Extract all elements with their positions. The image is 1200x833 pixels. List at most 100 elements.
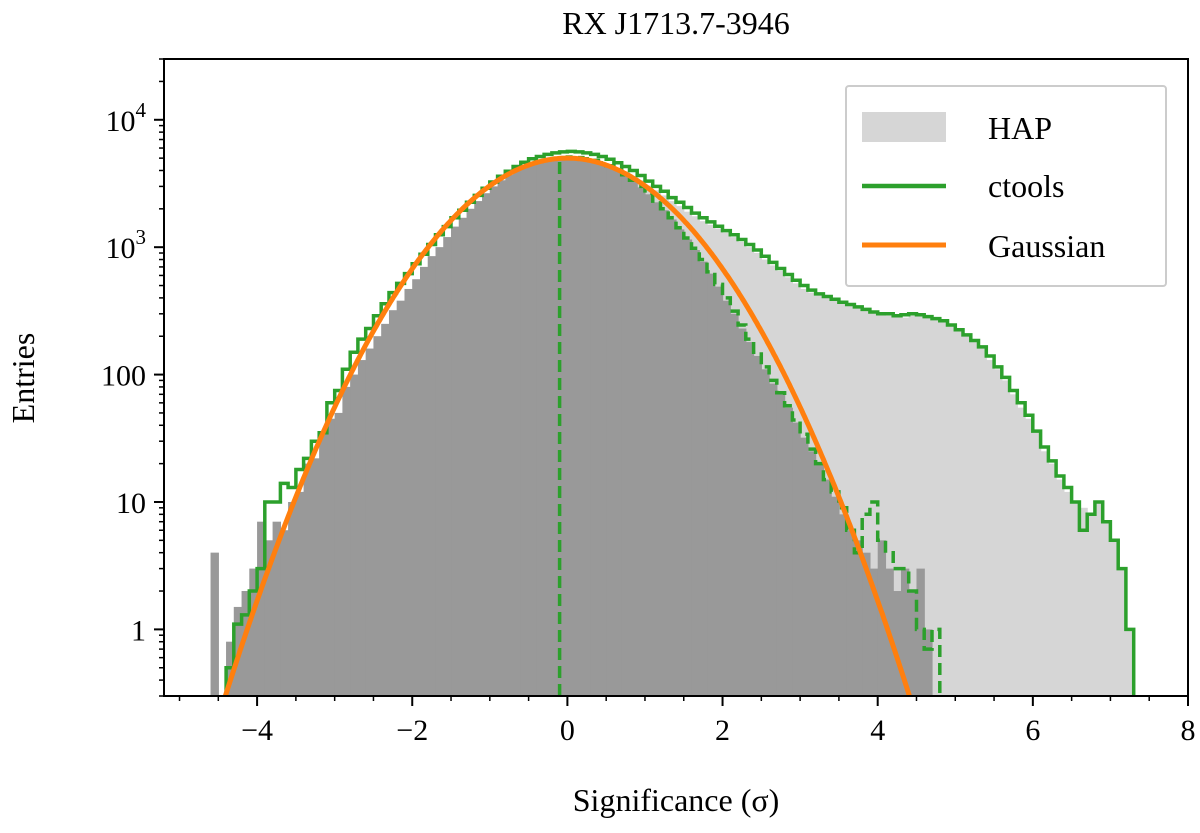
x-tick-label: −2 (396, 714, 428, 747)
hap-bkg-bar-21 (373, 336, 382, 696)
hap-bkg-bar-65 (714, 286, 724, 696)
x-axis: −4 −2 0 2 4 6 8 (178, 696, 1196, 747)
hap-bkg-bar-60 (676, 229, 685, 696)
hap-bkg-bar-85 (869, 568, 879, 696)
hap-bkg-bar-73 (776, 394, 786, 696)
hap-all-bar-84 (862, 310, 871, 696)
hap-all-bar-93 (932, 319, 941, 696)
hap-bkg-bar-59 (668, 219, 677, 696)
x-tick-label: −4 (241, 714, 273, 747)
hap-all-bar-116 (1110, 540, 1119, 696)
hap-bkg-bar-8 (272, 521, 281, 696)
x-axis-label: Significance (σ) (573, 782, 780, 818)
hap-all-bar-115 (1102, 521, 1112, 696)
hap-all-bar-106 (1032, 432, 1042, 696)
hap-bkg-bar-30 (443, 237, 452, 696)
hap-all-bar-96 (955, 330, 964, 696)
hap-bkg-bar-71 (761, 369, 770, 696)
hap-all-bar-103 (1009, 394, 1018, 696)
x-tick-label: 6 (1025, 714, 1040, 747)
hap-bkg-bar-11 (295, 491, 305, 696)
hap-bkg-bar-67 (730, 313, 739, 696)
hap-bkg-bar-40 (520, 165, 530, 696)
hap-bkg-bar-15 (326, 418, 336, 696)
hap-bkg-bar-37 (497, 180, 506, 696)
hap-all-bar-108 (1048, 463, 1057, 696)
hap-bkg-bar-6 (257, 521, 266, 696)
hap-bkg-bar-34 (474, 201, 483, 696)
hap-bkg-bar-45 (559, 157, 568, 696)
y-tick-label: 100 (101, 360, 146, 393)
hap-bkg-bar-55 (637, 187, 646, 696)
y-axis-label: Entries (5, 333, 41, 424)
hap-all-bar-102 (1001, 380, 1011, 696)
hap-bkg-bar-44 (551, 157, 561, 696)
hap-all-bar-83 (854, 306, 863, 696)
hap-bkg-bar-88 (893, 591, 902, 696)
hap-all-bar-91 (916, 315, 925, 696)
hap-bkg-bar-83 (854, 540, 863, 696)
legend-label-hap: HAP (988, 110, 1052, 146)
hap-all-bar-95 (947, 326, 956, 696)
hap-bkg-bar-32 (458, 217, 468, 696)
hap-bkg-bar-16 (334, 412, 344, 696)
hap-bkg-bar-27 (420, 266, 429, 696)
hap-all-bar-111 (1071, 501, 1080, 696)
legend: HAP ctools Gaussian (845, 85, 1167, 287)
hap-bkg-bar-78 (815, 463, 824, 696)
hap-bkg-bar-22 (381, 323, 390, 696)
hap-bkg-bar-36 (489, 186, 499, 696)
hap-all-bar-90 (908, 315, 918, 696)
hap-all-bar-114 (1094, 501, 1104, 696)
hap-all-bar-112 (1079, 507, 1088, 696)
hap-bkg-bar-76 (800, 437, 809, 696)
hap-bkg-bar-29 (435, 247, 444, 696)
hap-bkg-bar-18 (350, 374, 359, 696)
hap-bkg-bar-81 (838, 514, 848, 696)
hap-bkg-bar-17 (342, 386, 351, 696)
hap-bkg-bar-25 (404, 288, 413, 696)
hap-bkg-bar-35 (482, 193, 491, 696)
hap-bkg-bar-66 (722, 300, 731, 696)
hap-bkg-bar-48 (582, 158, 592, 696)
hap-bkg-bar-31 (451, 226, 460, 696)
hap-bkg-bar-68 (738, 328, 747, 696)
hap-bkg-bar-39 (513, 169, 522, 696)
hap-all-bar-86 (877, 313, 887, 696)
hap-all-bar-104 (1017, 407, 1026, 696)
hap-all-bar-99 (978, 348, 987, 696)
hap-bkg-bar-19 (357, 360, 367, 696)
hap-bkg-bar-12 (303, 463, 312, 696)
x-tick-label: 4 (870, 714, 885, 747)
hap-bkg-bar-79 (823, 479, 832, 696)
y-axis: 1 10 100 103 104 (101, 58, 164, 697)
hap-bkg-bar-57 (652, 202, 662, 696)
plot-area (163, 58, 1189, 697)
hap-all-bar-100 (986, 360, 995, 696)
hap-all-bar-118 (1125, 629, 1135, 696)
hap-all-bar-117 (1118, 568, 1127, 696)
hap-bkg-bar-82 (846, 530, 856, 696)
hap-bkg-bar-42 (536, 160, 545, 696)
hap-bkg-bar-74 (784, 407, 793, 696)
hap-bkg-bar-4 (241, 591, 250, 696)
hap-all-bar-98 (970, 342, 980, 696)
hap-all-bar-113 (1087, 514, 1096, 696)
hap-bkg-bar-61 (683, 239, 693, 696)
legend-label-ctools: ctools (988, 168, 1064, 204)
legend-label-gaussian: Gaussian (988, 228, 1105, 264)
hap-all-bar-88 (893, 315, 902, 696)
hap-bkg-bar-75 (792, 422, 801, 696)
y-tick-label: 10 (116, 487, 146, 520)
y-tick-label: 103 (106, 225, 147, 265)
hap-bkg-bar-51 (606, 166, 615, 696)
x-tick-label: 0 (560, 714, 575, 747)
hap-bkg-bar-26 (412, 279, 421, 696)
hap-all-bar-105 (1025, 418, 1034, 696)
hap-bkg-bar-13 (311, 458, 320, 696)
hap-bkg-bar-54 (629, 181, 638, 696)
hap-all-bar-109 (1056, 479, 1065, 696)
hap-bkg-bar-14 (319, 432, 328, 696)
hap-bkg-bar-63 (699, 261, 708, 696)
hap-bkg-bar-69 (745, 342, 755, 696)
